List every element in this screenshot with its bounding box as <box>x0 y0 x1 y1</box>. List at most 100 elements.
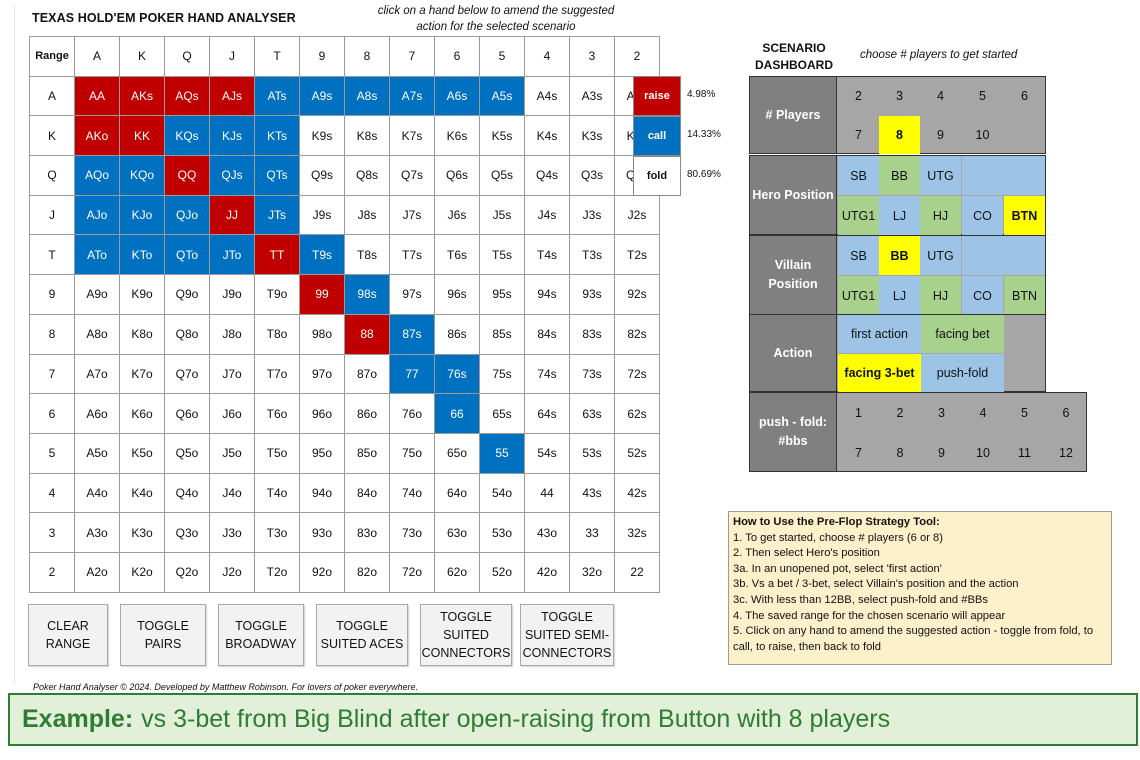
hand-cell[interactable]: A3s <box>569 75 615 117</box>
hand-cell[interactable]: KJs <box>209 115 255 157</box>
hand-cell[interactable]: 87o <box>344 353 390 395</box>
hand-cell[interactable]: AJo <box>74 194 120 236</box>
hand-cell[interactable]: T5o <box>254 432 300 474</box>
hand-cell[interactable]: QTs <box>254 155 300 196</box>
hand-cell[interactable]: 77 <box>389 353 435 395</box>
hand-cell[interactable]: J3s <box>569 194 615 236</box>
hand-cell[interactable]: A7o <box>74 353 120 395</box>
hero-option[interactable]: UTG <box>920 156 961 195</box>
hand-cell[interactable]: 96o <box>299 393 345 434</box>
hero-option[interactable]: CO <box>962 196 1003 235</box>
hand-cell[interactable]: K8s <box>344 115 390 157</box>
hand-cell[interactable]: J5o <box>209 432 255 474</box>
hand-cell[interactable]: 72s <box>614 353 660 395</box>
villain-option[interactable]: BTN <box>1004 276 1045 315</box>
hand-cell[interactable]: 97o <box>299 353 345 395</box>
hand-cell[interactable]: KQs <box>164 115 210 157</box>
hand-cell[interactable]: 32s <box>614 512 660 553</box>
hand-cell[interactable]: A8o <box>74 313 120 355</box>
action-option[interactable]: first action <box>838 315 921 353</box>
hand-cell[interactable]: Q3o <box>164 512 210 553</box>
hand-cell[interactable]: 64o <box>434 472 480 514</box>
hand-cell[interactable]: ATo <box>74 234 120 276</box>
hand-cell[interactable]: ATs <box>254 75 300 117</box>
pushfold-option[interactable]: 1 <box>855 405 862 420</box>
pushfold-option[interactable]: 4 <box>979 405 987 420</box>
hand-cell[interactable]: 72o <box>389 551 435 593</box>
players-option[interactable]: 10 <box>975 128 990 142</box>
hand-cell[interactable]: AKo <box>74 115 120 157</box>
hand-cell[interactable]: 43s <box>569 472 615 514</box>
hand-cell[interactable]: 92o <box>299 551 345 593</box>
villain-option[interactable]: BB <box>879 236 920 275</box>
villain-option[interactable]: LJ <box>879 276 920 315</box>
hand-cell[interactable]: K7o <box>119 353 165 395</box>
hand-cell[interactable]: KTo <box>119 234 165 276</box>
hand-cell[interactable]: 62o <box>434 551 480 593</box>
hand-cell[interactable]: J3o <box>209 512 255 553</box>
hand-cell[interactable]: 86s <box>434 313 480 355</box>
hand-cell[interactable]: 85o <box>344 432 390 474</box>
hand-cell[interactable]: J6s <box>434 194 480 236</box>
hand-cell[interactable]: 52o <box>479 551 525 593</box>
hand-cell[interactable]: J8s <box>344 194 390 236</box>
hand-cell[interactable]: J6o <box>209 393 255 434</box>
hero-option[interactable]: HJ <box>920 196 961 235</box>
hand-cell[interactable]: T7s <box>389 234 435 276</box>
hand-cell[interactable]: Q5o <box>164 432 210 474</box>
hand-cell[interactable]: 63o <box>434 512 480 553</box>
players-option[interactable]: 9 <box>937 128 944 142</box>
hand-cell[interactable]: 74s <box>524 353 570 395</box>
pushfold-option[interactable]: 3 <box>938 405 945 420</box>
villain-option[interactable]: CO <box>962 276 1003 315</box>
hand-cell[interactable]: 32o <box>569 551 615 593</box>
hand-cell[interactable]: 97s <box>389 274 435 315</box>
hand-cell[interactable]: T6s <box>434 234 480 276</box>
toggle-pairs-button[interactable]: TOGGLE PAIRS <box>120 604 206 666</box>
hand-cell[interactable]: 82s <box>614 313 660 355</box>
hand-cell[interactable]: 83o <box>344 512 390 553</box>
villain-option[interactable]: UTG <box>920 236 961 275</box>
hand-cell[interactable]: A5s <box>479 75 525 117</box>
hand-cell[interactable]: AJs <box>209 75 255 117</box>
hand-cell[interactable]: 82o <box>344 551 390 593</box>
hand-cell[interactable]: K8o <box>119 313 165 355</box>
hand-cell[interactable]: Q8o <box>164 313 210 355</box>
hand-cell[interactable]: 42o <box>524 551 570 593</box>
hand-cell[interactable]: 44 <box>524 472 570 514</box>
players-option[interactable]: 2 <box>855 89 862 103</box>
hand-cell[interactable]: Q7o <box>164 353 210 395</box>
hand-cell[interactable]: K3s <box>569 115 615 157</box>
hand-cell[interactable]: 93o <box>299 512 345 553</box>
hand-cell[interactable]: 75s <box>479 353 525 395</box>
hand-cell[interactable]: 92s <box>614 274 660 315</box>
pushfold-option[interactable]: 7 <box>855 445 862 460</box>
hand-cell[interactable]: 53o <box>479 512 525 553</box>
hand-cell[interactable]: K5o <box>119 432 165 474</box>
hand-cell[interactable]: AA <box>74 75 120 117</box>
hand-cell[interactable]: K7s <box>389 115 435 157</box>
villain-option[interactable] <box>962 236 1045 275</box>
hand-cell[interactable]: A3o <box>74 512 120 553</box>
hand-cell[interactable]: 96s <box>434 274 480 315</box>
pushfold-option[interactable]: 10 <box>976 445 990 460</box>
players-option[interactable]: 3 <box>896 89 903 103</box>
hand-cell[interactable]: J4s <box>524 194 570 236</box>
hand-cell[interactable]: A6o <box>74 393 120 434</box>
hand-cell[interactable]: JTo <box>209 234 255 276</box>
hand-cell[interactable]: A6s <box>434 75 480 117</box>
hand-cell[interactable]: 54s <box>524 432 570 474</box>
hand-cell[interactable]: 73s <box>569 353 615 395</box>
hand-cell[interactable]: K9s <box>299 115 345 157</box>
hand-cell[interactable]: T9o <box>254 274 300 315</box>
toggle-suited-connectors-button[interactable]: TOGGLE SUITED CONNECTORS <box>420 604 512 666</box>
hand-cell[interactable]: 64s <box>524 393 570 434</box>
hero-option[interactable]: BTN <box>1004 196 1045 235</box>
hand-cell[interactable]: J8o <box>209 313 255 355</box>
hand-cell[interactable]: A5o <box>74 432 120 474</box>
hand-cell[interactable]: A7s <box>389 75 435 117</box>
hand-cell[interactable]: 55 <box>479 432 525 474</box>
hand-cell[interactable]: A8s <box>344 75 390 117</box>
hand-cell[interactable]: Q6s <box>434 155 480 196</box>
clear-range-button[interactable]: CLEAR RANGE <box>28 604 108 666</box>
